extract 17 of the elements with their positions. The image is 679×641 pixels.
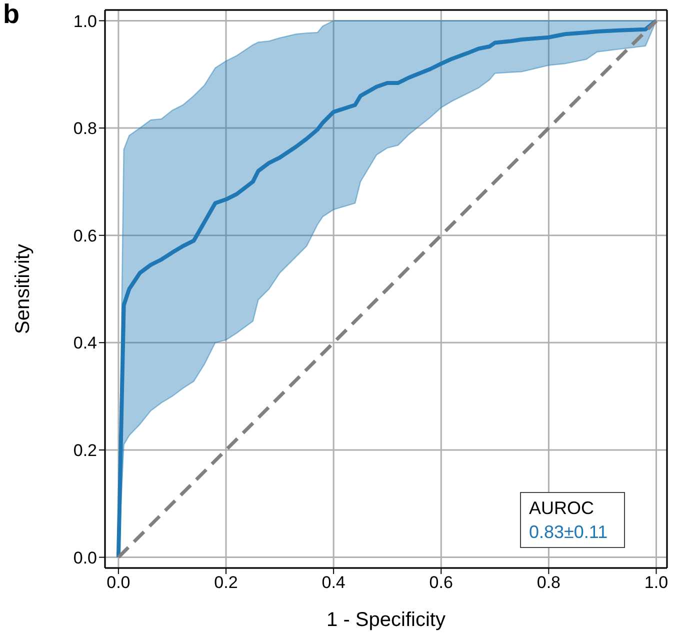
- x-tick-label: 0.0: [106, 573, 130, 592]
- annotation: AUROC: [529, 497, 596, 520]
- x-tick-label: 0.2: [214, 573, 238, 592]
- chart-title: b: [3, 0, 20, 30]
- x-tick-label: 0.8: [536, 573, 561, 592]
- y-tick-label: 0.0: [73, 548, 97, 568]
- y-tick-label: 0.2: [73, 440, 97, 460]
- y-tick-label: 0.6: [73, 226, 97, 246]
- y-tick-label: 0.8: [73, 119, 97, 138]
- x-tick-label: 1.0: [644, 573, 668, 592]
- x-tick-label: 0.4: [322, 573, 346, 592]
- x-tick-label: 0.6: [429, 573, 453, 592]
- y-tick-label: 0.4: [73, 334, 97, 353]
- annotation: 0.83±0.11: [529, 521, 608, 544]
- y-tick-label: 1.0: [73, 12, 97, 31]
- y-axis-title: Sensitivity: [12, 244, 34, 334]
- x-axis-title: 1 - Specificity: [326, 609, 446, 631]
